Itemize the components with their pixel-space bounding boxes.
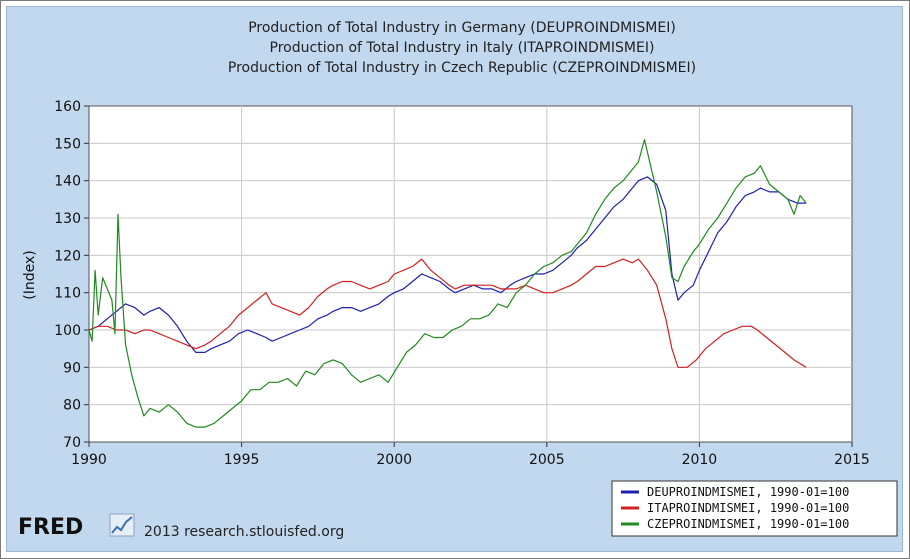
y-tick-label: 110 xyxy=(54,286,81,302)
chart-title-line-1: Production of Total Industry in Germany … xyxy=(248,20,676,36)
x-tick-label: 2005 xyxy=(529,452,565,468)
series-line-1 xyxy=(88,258,807,368)
series-lines xyxy=(88,139,807,428)
fred-credit: 2013 research.stlouisfed.org xyxy=(144,524,344,540)
legend: DEUPROINDMISMEI, 1990-01=100 ITAPROINDMI… xyxy=(611,480,898,537)
series-line-2 xyxy=(88,139,807,428)
y-axis-label: (Index) xyxy=(22,250,38,299)
y-tick-label: 70 xyxy=(63,435,81,451)
chart-title-line-2: Production of Total Industry in Italy (I… xyxy=(270,40,655,56)
y-tick-label: 150 xyxy=(54,136,81,152)
y-tick-label: 160 xyxy=(54,99,81,115)
y-tick-label: 100 xyxy=(54,323,81,339)
x-axis-ticks: 1990 1995 2000 2005 2010 2015 xyxy=(71,442,870,468)
y-tick-label: 80 xyxy=(63,398,81,414)
x-tick-label: 2000 xyxy=(376,452,412,468)
chart-title-line-3: Production of Total Industry in Czech Re… xyxy=(228,60,696,76)
y-tick-label: 120 xyxy=(54,248,81,264)
x-tick-label: 1995 xyxy=(224,452,260,468)
legend-label-cze: CZEPROINDMISMEI, 1990-01=100 xyxy=(647,517,849,531)
y-axis-ticks: 70 80 90 100 110 120 130 140 150 160 xyxy=(54,99,89,451)
series-line-0 xyxy=(88,176,807,353)
legend-box xyxy=(611,480,898,537)
y-tick-label: 130 xyxy=(54,211,81,227)
legend-label-ita: ITAPROINDMISMEI, 1990-01=100 xyxy=(647,501,849,515)
x-tick-label: 2010 xyxy=(682,452,718,468)
y-tick-label: 140 xyxy=(54,174,81,190)
y-tick-label: 90 xyxy=(63,360,81,376)
x-tick-label: 1990 xyxy=(71,452,107,468)
plot-area xyxy=(88,105,853,443)
legend-label-deu: DEUPROINDMISMEI, 1990-01=100 xyxy=(647,485,849,499)
fred-chart-icon xyxy=(109,513,135,537)
fred-logo-text: FRED xyxy=(18,515,83,540)
x-tick-label: 2015 xyxy=(834,452,870,468)
grid-lines xyxy=(89,106,852,442)
fred-branding: FRED 2013 research.stlouisfed.org xyxy=(18,513,344,540)
